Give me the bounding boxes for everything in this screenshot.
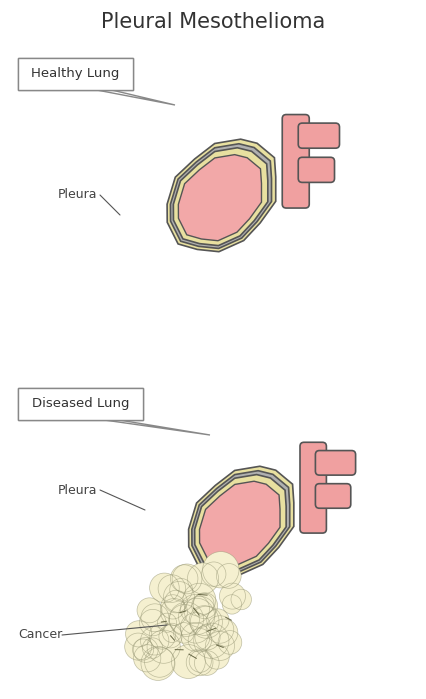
- Circle shape: [162, 624, 181, 642]
- Polygon shape: [199, 481, 279, 565]
- Polygon shape: [188, 466, 293, 575]
- Circle shape: [172, 564, 201, 593]
- Circle shape: [216, 563, 241, 589]
- Text: Pleural Mesothelioma: Pleural Mesothelioma: [101, 12, 324, 32]
- Polygon shape: [191, 470, 289, 572]
- Circle shape: [206, 609, 228, 631]
- Circle shape: [125, 621, 151, 647]
- Text: Pleura: Pleura: [58, 484, 97, 496]
- Polygon shape: [104, 420, 210, 435]
- Circle shape: [173, 623, 194, 643]
- Circle shape: [133, 644, 161, 672]
- Circle shape: [181, 622, 210, 651]
- Circle shape: [169, 602, 203, 636]
- Circle shape: [158, 625, 181, 648]
- Circle shape: [188, 628, 211, 652]
- Circle shape: [142, 638, 162, 658]
- Circle shape: [180, 595, 209, 624]
- Bar: [18, 58, 132, 90]
- Bar: [18, 58, 132, 90]
- Circle shape: [149, 573, 179, 603]
- Circle shape: [193, 623, 228, 658]
- Circle shape: [141, 604, 168, 632]
- Polygon shape: [167, 139, 275, 252]
- Circle shape: [204, 644, 229, 669]
- Circle shape: [202, 552, 239, 588]
- FancyBboxPatch shape: [297, 157, 334, 182]
- Circle shape: [189, 605, 219, 635]
- Circle shape: [190, 606, 222, 638]
- Circle shape: [170, 579, 192, 601]
- Circle shape: [139, 610, 166, 636]
- Circle shape: [133, 637, 158, 663]
- Circle shape: [222, 595, 241, 614]
- Circle shape: [201, 562, 225, 586]
- Circle shape: [158, 575, 185, 603]
- Circle shape: [210, 619, 237, 647]
- Circle shape: [182, 583, 215, 616]
- Circle shape: [157, 613, 176, 633]
- Circle shape: [169, 605, 199, 635]
- Circle shape: [186, 649, 213, 676]
- Text: Pleura: Pleura: [58, 189, 97, 201]
- Circle shape: [132, 639, 153, 660]
- Bar: [18, 388, 143, 420]
- Circle shape: [218, 630, 241, 654]
- Polygon shape: [170, 144, 271, 248]
- FancyBboxPatch shape: [282, 115, 308, 208]
- Circle shape: [180, 612, 210, 643]
- Circle shape: [178, 598, 214, 635]
- Circle shape: [191, 593, 217, 619]
- Circle shape: [193, 593, 213, 614]
- Polygon shape: [178, 154, 261, 240]
- Circle shape: [171, 644, 205, 679]
- Circle shape: [141, 647, 175, 680]
- FancyBboxPatch shape: [315, 451, 355, 475]
- Circle shape: [189, 650, 211, 672]
- Text: Diseased Lung: Diseased Lung: [32, 398, 129, 410]
- Circle shape: [194, 651, 219, 675]
- Circle shape: [163, 582, 194, 612]
- Circle shape: [230, 589, 251, 610]
- Circle shape: [164, 590, 187, 613]
- Circle shape: [219, 583, 245, 609]
- Circle shape: [137, 598, 161, 623]
- Circle shape: [195, 625, 220, 650]
- Circle shape: [187, 563, 218, 594]
- Text: Cancer: Cancer: [18, 628, 62, 642]
- Circle shape: [184, 596, 215, 628]
- FancyBboxPatch shape: [297, 123, 339, 148]
- FancyBboxPatch shape: [299, 442, 325, 533]
- Circle shape: [206, 616, 233, 643]
- Polygon shape: [194, 475, 285, 569]
- Text: Healthy Lung: Healthy Lung: [31, 68, 119, 80]
- Circle shape: [149, 623, 175, 649]
- Circle shape: [124, 633, 151, 660]
- Circle shape: [160, 595, 184, 619]
- Circle shape: [205, 631, 234, 661]
- Circle shape: [140, 627, 168, 655]
- Circle shape: [160, 598, 187, 626]
- Circle shape: [144, 647, 174, 677]
- Circle shape: [147, 630, 180, 663]
- FancyBboxPatch shape: [315, 484, 350, 508]
- Polygon shape: [173, 147, 267, 245]
- Circle shape: [170, 565, 198, 592]
- Polygon shape: [97, 90, 175, 105]
- Bar: [18, 388, 143, 420]
